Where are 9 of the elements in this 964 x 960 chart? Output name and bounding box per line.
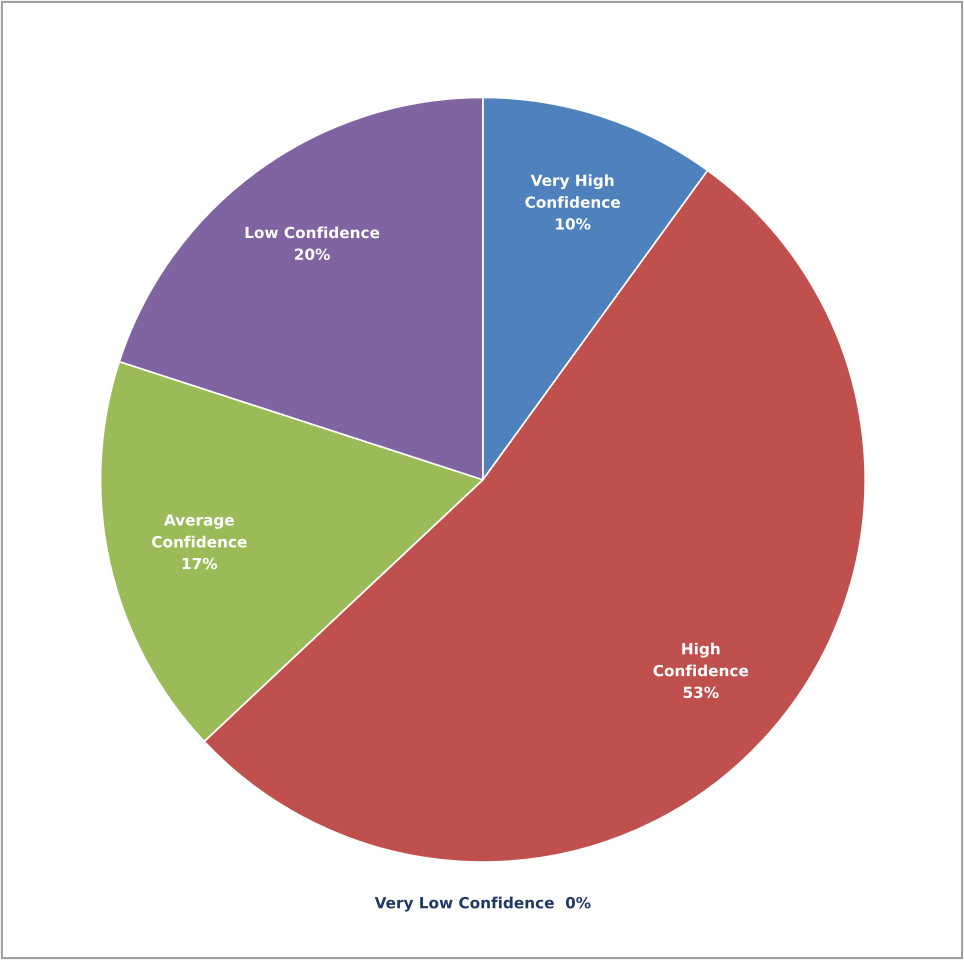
category-label: Very Low Confidence 0% — [374, 896, 591, 912]
slice-label: Very High Confidence — [525, 174, 620, 208]
slice-label: High Confidence — [654, 642, 748, 676]
data-label: 53% — [684, 686, 719, 698]
slice-label: Low Confidence — [246, 226, 380, 238]
data-label: 10% — [556, 218, 590, 230]
data-label: 17% — [182, 558, 218, 570]
data-label: 20% — [295, 248, 330, 260]
slice-label: Average Confidence — [152, 514, 247, 548]
